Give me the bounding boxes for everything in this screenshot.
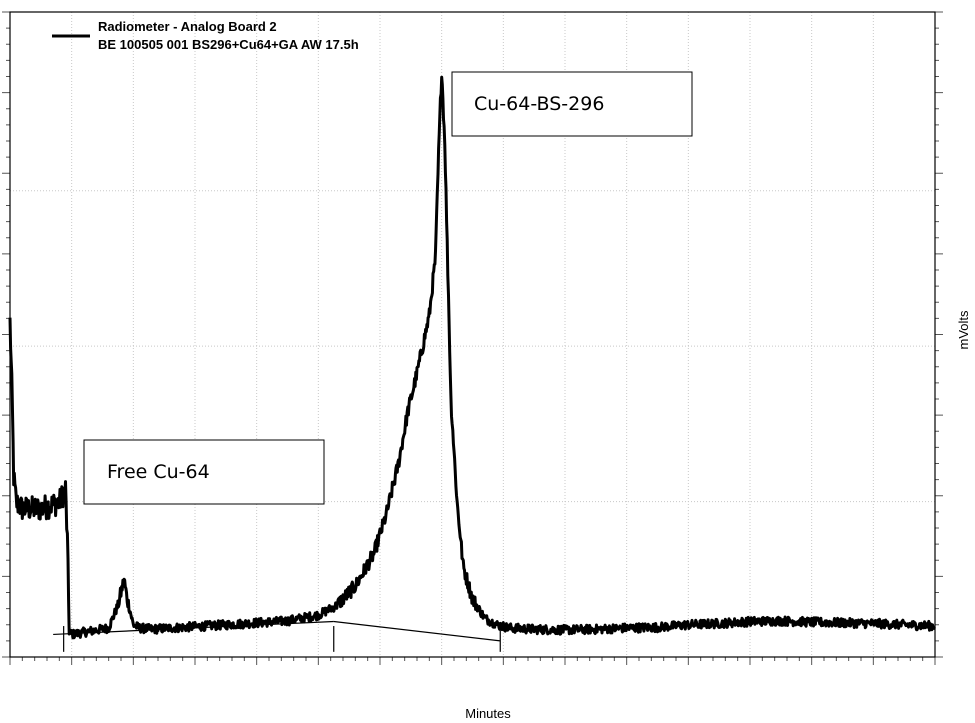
grid <box>10 12 935 657</box>
data-series-line <box>8 75 936 640</box>
plot-frame <box>9 11 936 658</box>
legend-line-2: BE 100505 001 BS296+Cu64+GA AW 17.5h <box>98 37 359 52</box>
peak-label: Cu-64-BS-296 <box>474 93 604 115</box>
free-cu64-box <box>83 439 325 505</box>
axis-ticks <box>2 11 943 665</box>
free-cu64-label: Free Cu-64 <box>107 461 210 483</box>
baseline-segment <box>333 620 501 642</box>
peak-label-box <box>451 71 693 137</box>
legend-line-1: Radiometer - Analog Board 2 <box>98 19 277 34</box>
x-axis-label: Minutes <box>465 706 511 721</box>
y-axis-label: mVolts <box>956 310 971 350</box>
